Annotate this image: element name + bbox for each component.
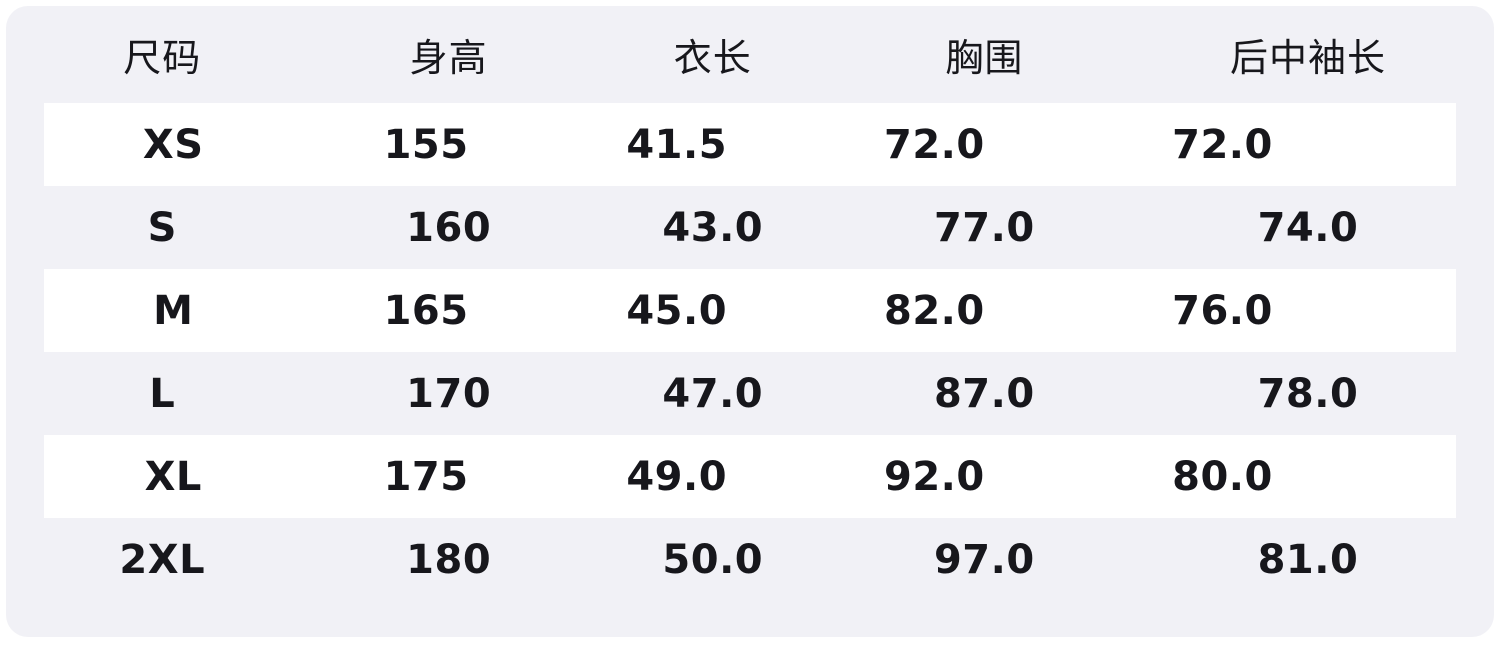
cell-size: M <box>153 287 194 334</box>
cell-chest: 92.0 <box>884 453 985 500</box>
table-row: XS 155 41.5 72.0 72.0 <box>44 103 1456 186</box>
cell-back-center-sleeve-length: 74.0 <box>1257 204 1359 251</box>
cell-chest: 97.0 <box>933 536 1035 583</box>
cell-garment-length: 49.0 <box>626 453 728 500</box>
cell-height: 165 <box>383 287 469 334</box>
cell-garment-length: 43.0 <box>662 204 764 251</box>
table-row: S 160 43.0 77.0 74.0 <box>6 186 1494 269</box>
column-header-garment-length: 衣长 <box>673 36 752 80</box>
cell-chest: 72.0 <box>884 121 985 168</box>
cell-height: 155 <box>383 121 469 168</box>
cell-size: L <box>149 370 176 417</box>
size-chart-body: XS 155 41.5 72.0 72.0 S 160 43.0 77.0 74.0 M 165 45.… <box>6 103 1494 601</box>
table-row: M 165 45.0 82.0 76.0 <box>44 269 1456 352</box>
table-row: 2XL 180 50.0 97.0 81.0 <box>6 518 1494 601</box>
cell-chest: 82.0 <box>884 287 985 334</box>
cell-back-center-sleeve-length: 72.0 <box>1172 121 1273 168</box>
column-header-chest: 胸围 <box>945 36 1024 80</box>
cell-height: 175 <box>383 453 469 500</box>
cell-back-center-sleeve-length: 76.0 <box>1172 287 1273 334</box>
cell-size: S <box>147 204 177 251</box>
cell-garment-length: 47.0 <box>662 370 764 417</box>
column-header-back-center-sleeve-length: 后中袖长 <box>1229 36 1386 80</box>
cell-size: 2XL <box>119 536 206 583</box>
cell-back-center-sleeve-length: 80.0 <box>1172 453 1273 500</box>
cell-back-center-sleeve-length: 81.0 <box>1257 536 1359 583</box>
cell-back-center-sleeve-length: 78.0 <box>1257 370 1359 417</box>
cell-size: XL <box>144 453 202 500</box>
cell-garment-length: 45.0 <box>626 287 728 334</box>
cell-chest: 77.0 <box>933 204 1035 251</box>
size-chart-header-row: 尺码 身高 衣长 胸围 后中袖长 <box>6 6 1494 103</box>
cell-garment-length: 41.5 <box>626 121 728 168</box>
cell-height: 160 <box>406 204 492 251</box>
column-header-size: 尺码 <box>123 36 202 80</box>
size-chart-panel: 尺码 身高 衣长 胸围 后中袖长 XS 155 41.5 72.0 72.0 S 160 43… <box>6 6 1494 637</box>
column-header-height: 身高 <box>409 36 488 80</box>
cell-height: 180 <box>406 536 492 583</box>
cell-size: XS <box>142 121 204 168</box>
table-row: XL 175 49.0 92.0 80.0 <box>44 435 1456 518</box>
table-row: L 170 47.0 87.0 78.0 <box>6 352 1494 435</box>
cell-garment-length: 50.0 <box>662 536 764 583</box>
cell-height: 170 <box>406 370 492 417</box>
cell-chest: 87.0 <box>933 370 1035 417</box>
